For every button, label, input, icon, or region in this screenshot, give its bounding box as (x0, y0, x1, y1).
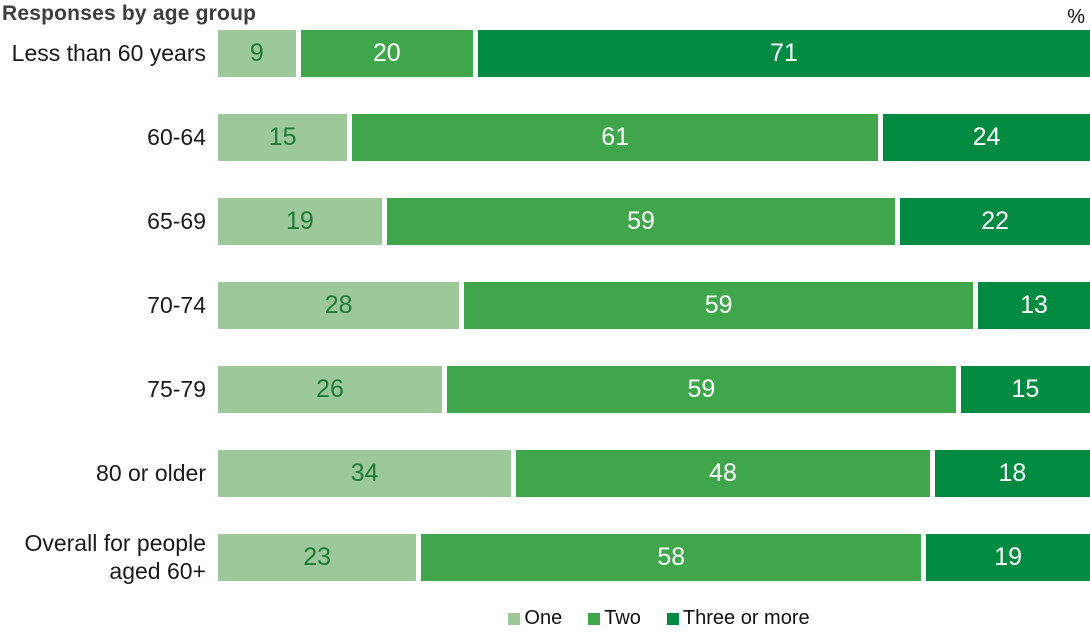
chart-row: 75-79 26 59 15 (0, 366, 1090, 413)
category-label: Less than 60 years (11, 39, 206, 66)
segment-value: 61 (601, 123, 630, 151)
bar-track: 23 58 19 (218, 534, 1090, 581)
bar-track: 26 59 15 (218, 366, 1090, 413)
legend-label: Three or more (682, 607, 810, 629)
segment-value: 26 (316, 375, 344, 403)
category-label: 65-69 (147, 207, 206, 234)
legend-label: One (524, 607, 563, 629)
bar-segment-one: 23 (218, 534, 417, 581)
bar-track: 28 59 13 (218, 282, 1090, 329)
chart-row: Overall for people aged 60+ 23 58 19 (0, 530, 1090, 584)
bar-track: 19 59 22 (218, 198, 1090, 245)
bar-segment-two: 48 (516, 450, 930, 497)
bar-segment-one: 15 (218, 114, 348, 161)
segment-value: 22 (981, 207, 1010, 235)
bar-segment-two: 59 (464, 282, 973, 329)
segment-value: 48 (709, 459, 737, 487)
bar-segment-one: 19 (218, 198, 382, 245)
bar-segment-three-or-more: 24 (883, 114, 1090, 161)
chart-row: 70-74 28 59 13 (0, 282, 1090, 329)
segment-value: 15 (1011, 375, 1040, 403)
segment-value: 19 (994, 543, 1023, 571)
segment-value: 59 (687, 375, 716, 403)
legend-label: Two (604, 607, 641, 629)
legend-swatch-icon (588, 612, 601, 625)
bar-segment-one: 26 (218, 366, 443, 413)
legend: One Two Three or more (228, 607, 1090, 630)
bar-segment-one: 34 (218, 450, 512, 497)
segment-value: 34 (350, 459, 379, 487)
bar-track: 15 61 24 (218, 114, 1090, 161)
percent-unit-label: % (1067, 6, 1085, 28)
bar-segment-two: 20 (300, 30, 473, 77)
bar-segment-three-or-more: 22 (900, 198, 1090, 245)
segment-value: 59 (627, 207, 655, 235)
chart-row: 60-64 15 61 24 (0, 114, 1090, 161)
segment-value: 28 (324, 291, 353, 319)
bar-track: 34 48 18 (218, 450, 1090, 497)
category-label: 80 or older (96, 459, 206, 486)
segment-value: 24 (972, 123, 1001, 151)
segment-value: 23 (303, 543, 332, 571)
bar-segment-three-or-more: 15 (960, 366, 1090, 413)
legend-item-one: One (508, 607, 562, 630)
segment-value: 59 (704, 291, 733, 319)
bar-chart: Less than 60 years 9 20 71 60-64 15 61 24 65-69 1… (0, 30, 1090, 618)
segment-value: 19 (285, 207, 314, 235)
chart-row: 65-69 19 59 22 (0, 198, 1090, 245)
bar-segment-one: 9 (218, 30, 296, 77)
bar-segment-one: 28 (218, 282, 460, 329)
bar-segment-two: 59 (447, 366, 956, 413)
chart-row: 80 or older 34 48 18 (0, 450, 1090, 497)
bar-track: 9 20 71 (218, 30, 1090, 77)
segment-value: 15 (268, 123, 297, 151)
segment-value: 20 (372, 39, 401, 67)
segment-value: 18 (998, 459, 1027, 487)
chart-row: Less than 60 years 9 20 71 (0, 30, 1090, 77)
segment-value: 13 (1020, 291, 1048, 319)
bar-segment-three-or-more: 18 (934, 450, 1090, 497)
bar-segment-three-or-more: 19 (926, 534, 1090, 581)
segment-value: 58 (657, 543, 686, 571)
bar-segment-three-or-more: 13 (977, 282, 1090, 329)
category-label: Overall for people aged 60+ (24, 529, 206, 584)
legend-swatch-icon (508, 612, 521, 625)
bar-segment-two: 59 (386, 198, 896, 245)
category-label: 70-74 (147, 291, 206, 318)
legend-swatch-icon (666, 612, 679, 625)
legend-item-three-or-more: Three or more (666, 607, 810, 630)
segment-value: 71 (770, 39, 798, 67)
legend-item-two: Two (588, 607, 641, 630)
category-label: 60-64 (147, 123, 206, 150)
category-label: 75-79 (147, 375, 206, 402)
bar-segment-two: 58 (421, 534, 922, 581)
chart-title: Responses by age group (2, 2, 257, 25)
segment-value: 9 (249, 39, 264, 67)
bar-segment-two: 61 (352, 114, 879, 161)
bar-segment-three-or-more: 71 (477, 30, 1090, 77)
